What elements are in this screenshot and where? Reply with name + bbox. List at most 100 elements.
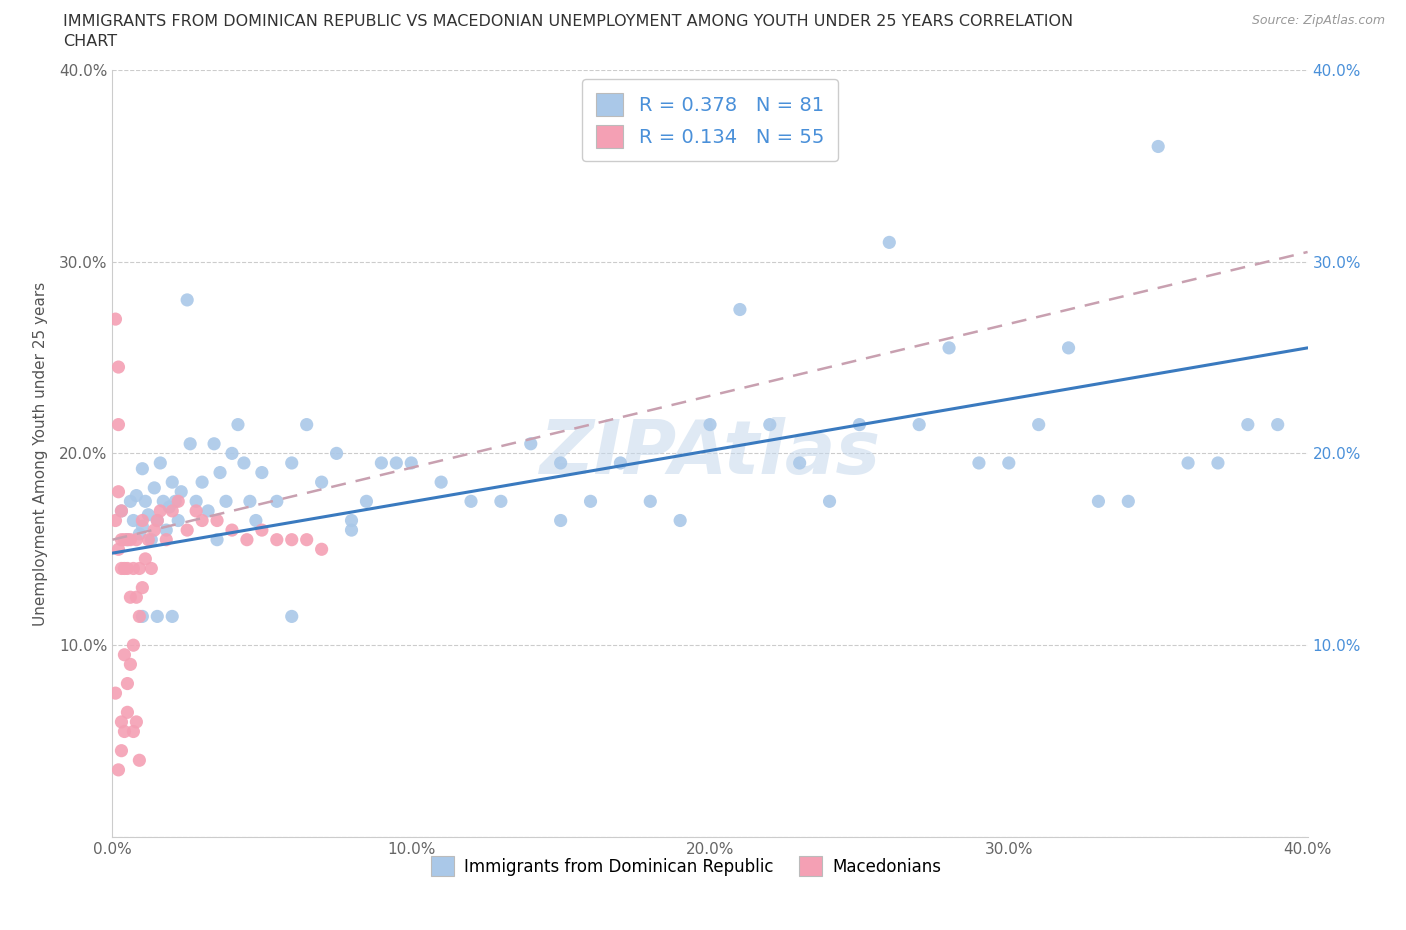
Point xyxy=(128,526,150,541)
Point xyxy=(669,513,692,528)
Point xyxy=(107,763,129,777)
Point xyxy=(122,638,145,653)
Point xyxy=(1206,456,1229,471)
Point xyxy=(117,532,139,547)
Point xyxy=(818,494,841,509)
Point xyxy=(728,302,751,317)
Point xyxy=(1057,340,1080,355)
Point xyxy=(162,503,183,518)
Point xyxy=(134,551,156,566)
Point xyxy=(239,494,262,509)
Point xyxy=(149,456,172,471)
Point xyxy=(233,456,256,471)
Point xyxy=(125,590,148,604)
Point xyxy=(117,532,139,547)
Point xyxy=(266,494,288,509)
Point xyxy=(245,513,267,528)
Point xyxy=(1177,456,1199,471)
Point xyxy=(157,499,180,514)
Point xyxy=(1147,140,1170,154)
Point xyxy=(155,523,177,538)
Point xyxy=(125,714,148,729)
Point xyxy=(117,705,139,720)
Point xyxy=(146,513,169,528)
Point xyxy=(107,542,129,557)
Point xyxy=(170,485,193,499)
Point xyxy=(370,456,392,471)
Point xyxy=(699,418,721,432)
Point xyxy=(162,474,183,489)
Point xyxy=(520,436,543,451)
Point xyxy=(281,456,304,471)
Point xyxy=(340,513,363,528)
Point xyxy=(120,657,142,671)
Point xyxy=(295,418,318,432)
Point xyxy=(550,513,572,528)
Point xyxy=(141,561,163,576)
Point xyxy=(143,481,166,496)
Point xyxy=(176,523,198,538)
Point xyxy=(179,436,201,451)
Point xyxy=(221,446,243,461)
Point xyxy=(107,360,129,375)
Point xyxy=(110,714,132,729)
Point xyxy=(186,494,208,509)
Point xyxy=(1028,418,1050,432)
Point xyxy=(120,494,142,509)
Point xyxy=(167,513,190,528)
Point xyxy=(186,503,208,518)
Point xyxy=(131,609,153,624)
Point xyxy=(209,465,232,480)
Point xyxy=(138,508,160,523)
Point xyxy=(146,609,169,624)
Point xyxy=(104,513,127,528)
Point xyxy=(430,474,453,489)
Point xyxy=(340,523,363,538)
Point xyxy=(205,532,228,547)
Point xyxy=(110,561,132,576)
Text: ZIPAtlas: ZIPAtlas xyxy=(540,417,880,490)
Legend: Immigrants from Dominican Republic, Macedonians: Immigrants from Dominican Republic, Mace… xyxy=(425,850,948,883)
Point xyxy=(131,519,153,534)
Point xyxy=(114,561,135,576)
Point xyxy=(128,561,150,576)
Point xyxy=(128,609,150,624)
Y-axis label: Unemployment Among Youth under 25 years: Unemployment Among Youth under 25 years xyxy=(32,281,48,626)
Point xyxy=(125,488,148,503)
Point xyxy=(167,494,190,509)
Point xyxy=(385,456,408,471)
Point xyxy=(205,513,228,528)
Point xyxy=(128,753,150,768)
Point xyxy=(202,436,225,451)
Point xyxy=(110,503,132,518)
Point xyxy=(356,494,378,509)
Point xyxy=(460,494,482,509)
Point xyxy=(879,235,901,250)
Point xyxy=(295,532,318,547)
Point xyxy=(143,523,166,538)
Point xyxy=(579,494,602,509)
Point xyxy=(609,456,631,471)
Point xyxy=(138,532,160,547)
Point xyxy=(114,647,135,662)
Point xyxy=(550,456,572,471)
Point xyxy=(1237,418,1260,432)
Point xyxy=(191,513,214,528)
Point xyxy=(152,494,174,509)
Point xyxy=(197,503,219,518)
Point xyxy=(141,532,163,547)
Point xyxy=(311,474,333,489)
Point xyxy=(107,418,129,432)
Point xyxy=(131,580,153,595)
Point xyxy=(311,542,333,557)
Point xyxy=(266,532,288,547)
Point xyxy=(122,561,145,576)
Point xyxy=(131,461,153,476)
Point xyxy=(215,494,238,509)
Point xyxy=(489,494,512,509)
Point xyxy=(104,685,127,700)
Point xyxy=(191,474,214,489)
Point xyxy=(848,418,870,432)
Point xyxy=(110,532,132,547)
Point xyxy=(938,340,960,355)
